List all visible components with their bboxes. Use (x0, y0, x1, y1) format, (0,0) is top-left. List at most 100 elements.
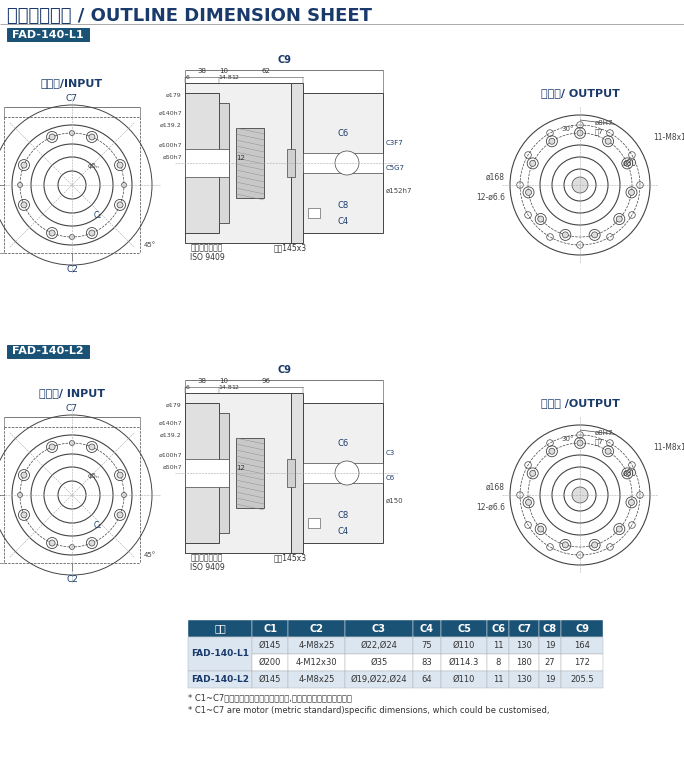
Bar (487, 671, 509, 688)
Text: ø8H7: ø8H7 (595, 120, 614, 126)
Bar (509, 671, 539, 688)
Text: C3: C3 (372, 624, 386, 633)
Text: 45°: 45° (144, 552, 156, 558)
Bar (413, 654, 441, 671)
Bar (7, 28, 89, 41)
Text: 外形尺寸圖表 / OUTLINE DIMENSION SHEET: 外形尺寸圖表 / OUTLINE DIMENSION SHEET (7, 7, 372, 25)
Text: C2: C2 (66, 265, 78, 274)
Text: FAD-140-L2: FAD-140-L2 (12, 347, 83, 357)
Circle shape (624, 471, 630, 477)
Bar (185, 149, 229, 177)
Text: ø168: ø168 (486, 482, 505, 491)
Text: Ø145: Ø145 (259, 641, 281, 650)
Circle shape (89, 134, 95, 140)
Bar (561, 620, 603, 637)
Text: 130: 130 (516, 641, 532, 650)
Text: 64: 64 (422, 675, 432, 684)
Circle shape (70, 440, 75, 446)
Circle shape (592, 542, 598, 548)
Text: C7: C7 (66, 404, 78, 413)
Text: ø50h7: ø50h7 (162, 465, 182, 470)
Bar (487, 654, 509, 671)
Circle shape (89, 230, 95, 236)
Bar (291, 393, 303, 553)
Text: C8: C8 (337, 200, 349, 210)
Text: 205.5: 205.5 (570, 675, 594, 684)
Text: Ø200: Ø200 (259, 658, 281, 667)
Circle shape (592, 232, 598, 238)
Text: 4-M8x25: 4-M8x25 (298, 675, 334, 684)
Text: FAD-140-L1: FAD-140-L1 (12, 29, 83, 39)
Text: ø168: ø168 (486, 173, 505, 181)
Bar (487, 637, 509, 654)
Text: C2: C2 (309, 624, 324, 633)
Text: C8: C8 (543, 624, 557, 633)
Circle shape (117, 512, 123, 518)
Text: * C1~C7 are motor (metric standard)specific dimensions, which could be customise: * C1~C7 are motor (metric standard)speci… (188, 706, 549, 715)
Circle shape (89, 540, 95, 546)
Text: ø179: ø179 (166, 93, 182, 98)
Text: 12: 12 (231, 75, 239, 80)
Text: 油環145x3: 油環145x3 (274, 243, 306, 252)
Bar (188, 620, 252, 637)
Bar (288, 620, 345, 637)
Bar (288, 637, 345, 654)
Text: C6: C6 (386, 475, 395, 481)
Bar (236, 438, 264, 508)
Bar (185, 93, 219, 233)
Text: ø140h7: ø140h7 (159, 111, 182, 116)
Text: C2: C2 (66, 575, 78, 584)
Circle shape (18, 492, 23, 498)
Circle shape (49, 230, 55, 236)
Circle shape (122, 492, 127, 498)
Text: ø80: ø80 (623, 159, 637, 167)
Circle shape (538, 526, 544, 532)
Text: C4: C4 (420, 624, 434, 633)
Circle shape (117, 472, 123, 478)
Circle shape (21, 512, 27, 518)
Bar (441, 654, 487, 671)
Circle shape (70, 131, 75, 135)
Text: 6: 6 (186, 385, 190, 390)
Circle shape (605, 448, 611, 454)
Circle shape (525, 190, 531, 195)
Text: Ø19,Ø22,Ø24: Ø19,Ø22,Ø24 (351, 675, 407, 684)
Bar (345, 620, 413, 637)
Text: 8: 8 (495, 658, 501, 667)
Circle shape (624, 160, 630, 166)
Bar (509, 637, 539, 654)
Text: ø179: ø179 (166, 403, 182, 408)
Text: Ø22,Ø24: Ø22,Ø24 (360, 641, 397, 650)
Bar (441, 620, 487, 637)
Text: Ø145: Ø145 (259, 675, 281, 684)
Text: ø80: ø80 (623, 468, 637, 478)
Text: 75: 75 (422, 641, 432, 650)
Circle shape (18, 183, 23, 187)
Text: C1: C1 (263, 624, 277, 633)
Bar (345, 671, 413, 688)
Text: C6: C6 (337, 128, 349, 138)
Bar (509, 620, 539, 637)
Bar (185, 403, 219, 543)
Text: φ5ₙ: φ5ₙ (88, 163, 100, 169)
Text: 30°: 30° (562, 436, 575, 442)
Text: 油環145x3: 油環145x3 (274, 553, 306, 562)
Bar (288, 654, 345, 671)
Circle shape (21, 162, 27, 168)
Bar (441, 637, 487, 654)
Circle shape (122, 183, 127, 187)
Circle shape (616, 526, 622, 532)
Bar (188, 637, 252, 671)
Text: C7: C7 (517, 624, 531, 633)
Circle shape (616, 216, 622, 222)
Text: 輸入端/ INPUT: 輸入端/ INPUT (39, 388, 105, 398)
Text: 164: 164 (574, 641, 590, 650)
Circle shape (70, 544, 75, 550)
Bar (413, 637, 441, 654)
Text: ø100h7: ø100h7 (159, 143, 182, 148)
Bar (185, 83, 291, 243)
Bar (288, 671, 345, 688)
Circle shape (577, 130, 583, 136)
Text: FAD-140-L2: FAD-140-L2 (191, 675, 249, 684)
Bar (188, 671, 252, 688)
